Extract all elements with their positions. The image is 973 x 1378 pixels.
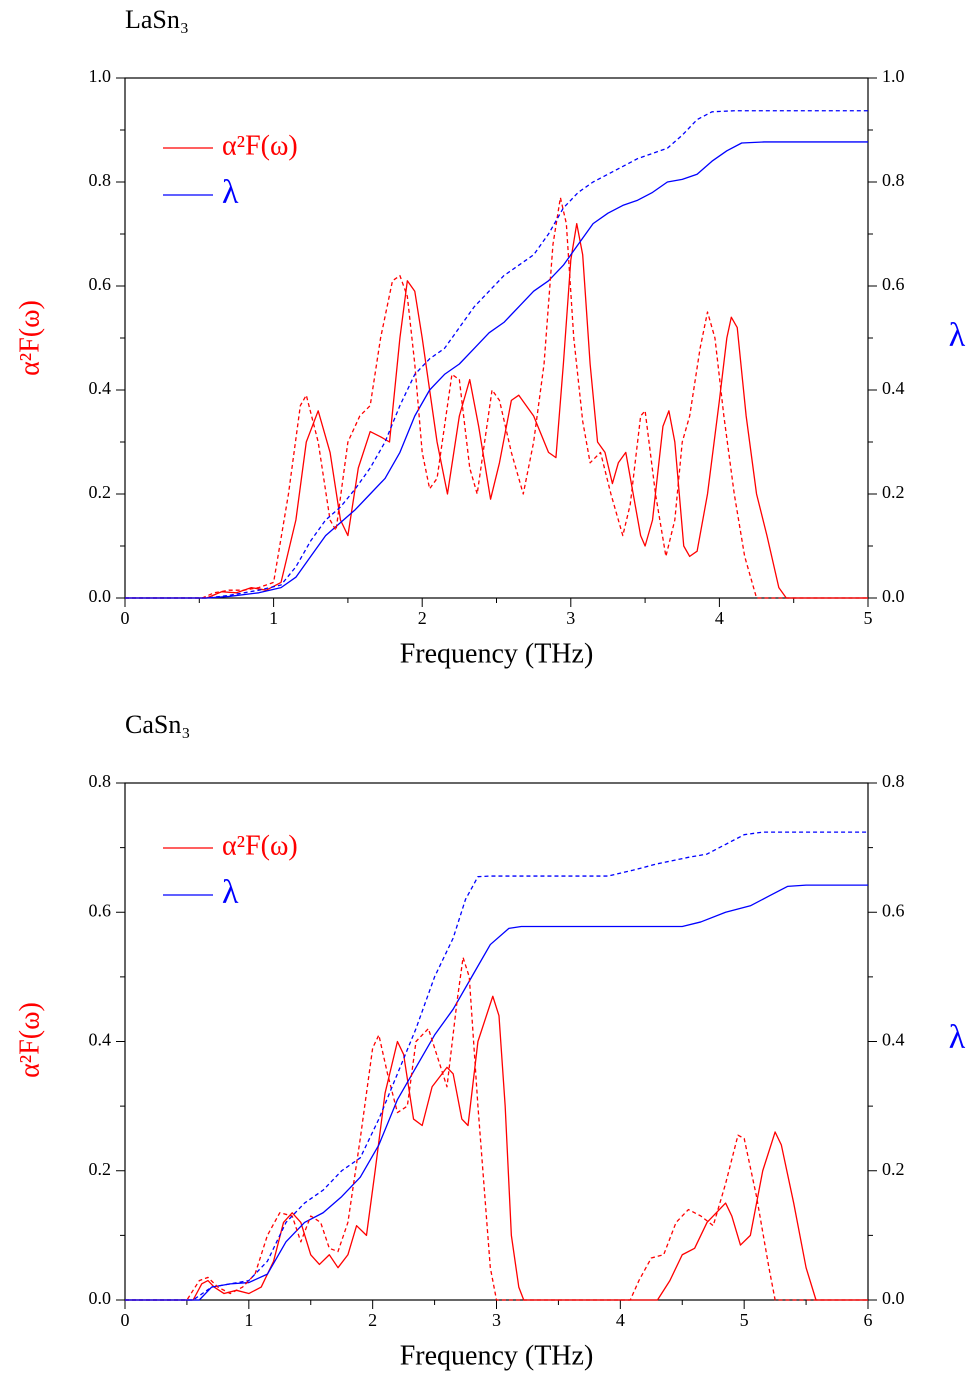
line	[125, 884, 868, 1301]
line	[125, 222, 868, 599]
x-tick-label: 5	[864, 608, 873, 628]
y-tick-label: 0.8	[89, 170, 112, 190]
legend-label: λ	[222, 174, 239, 211]
x-tick-label: 5	[740, 1310, 749, 1330]
y2-tick-label: 0.2	[882, 482, 905, 502]
x-axis-label: Frequency (THz)	[400, 1340, 594, 1371]
y2-tick-label: 0.0	[882, 586, 905, 606]
x-tick-label: 0	[121, 608, 130, 628]
y2-tick-label: 0.4	[882, 1030, 905, 1050]
y2-tick-label: 0.8	[882, 170, 905, 190]
y-tick-label: 0.0	[89, 586, 112, 606]
legend-label: λ	[222, 874, 239, 911]
chart-title: LaSn₃	[125, 5, 189, 34]
y-tick-label: 0.2	[89, 1159, 112, 1179]
x-tick-label: 2	[368, 1310, 377, 1330]
y2-axis-label: λ	[949, 317, 966, 354]
y2-tick-label: 0.8	[882, 771, 905, 791]
x-tick-label: 2	[418, 608, 427, 628]
y-axis-label: α²F(ω)	[14, 300, 45, 376]
y-tick-label: 0.6	[89, 274, 112, 294]
dashed-line	[125, 831, 868, 1301]
x-tick-label: 3	[492, 1310, 501, 1330]
legend-label: α²F(ω)	[222, 130, 298, 161]
y-tick-label: 0.2	[89, 482, 112, 502]
y-axis-label: α²F(ω)	[14, 1002, 45, 1078]
y-tick-label: 0.4	[89, 378, 112, 398]
y-tick-label: 0.6	[89, 900, 112, 920]
x-tick-label: 1	[269, 608, 278, 628]
x-tick-label: 1	[244, 1310, 253, 1330]
x-axis-label: Frequency (THz)	[400, 638, 594, 669]
legend-label: α²F(ω)	[222, 830, 298, 861]
x-tick-label: 4	[715, 608, 724, 628]
y2-tick-label: 1.0	[882, 66, 905, 86]
y2-tick-label: 0.6	[882, 900, 905, 920]
y-tick-label: 0.4	[89, 1030, 112, 1050]
dashed-line	[125, 110, 868, 599]
y-tick-label: 0.8	[89, 771, 112, 791]
chart-title: CaSn₃	[125, 710, 190, 739]
dashed-line	[125, 196, 868, 599]
y-tick-label: 1.0	[89, 66, 112, 86]
y2-tick-label: 0.6	[882, 274, 905, 294]
y2-tick-label: 0.2	[882, 1159, 905, 1179]
y2-axis-label: λ	[949, 1019, 966, 1056]
x-tick-label: 4	[616, 1310, 625, 1330]
y2-tick-label: 0.0	[882, 1288, 905, 1308]
line	[125, 141, 868, 599]
x-tick-label: 6	[864, 1310, 873, 1330]
x-tick-label: 0	[121, 1310, 130, 1330]
y-tick-label: 0.0	[89, 1288, 112, 1308]
dashed-line	[125, 956, 868, 1301]
line	[125, 995, 868, 1301]
x-tick-label: 3	[566, 608, 575, 628]
y2-tick-label: 0.4	[882, 378, 905, 398]
